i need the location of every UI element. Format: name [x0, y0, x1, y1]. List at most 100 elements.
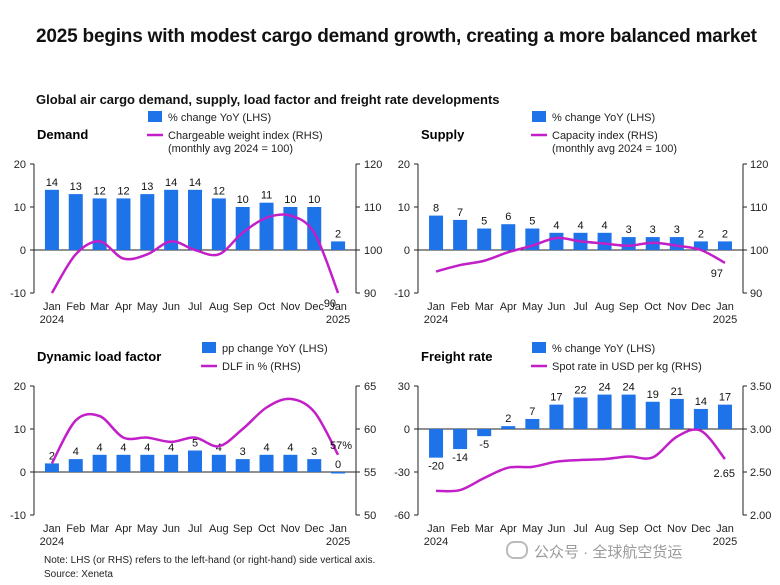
chart4-x-label: Jun — [548, 523, 566, 535]
chart2-bar — [669, 237, 684, 250]
chart1-line-end-label: 90 — [324, 298, 336, 310]
chart3-bar — [92, 454, 107, 472]
chart3-x-label: Jan 2024 — [40, 523, 64, 548]
chart4-bar — [477, 429, 492, 437]
chart2-bar — [549, 232, 564, 250]
chart4-x-label: Dec — [691, 523, 711, 535]
chart1-title: Demand — [37, 127, 88, 142]
chart3-x-label: Sep — [233, 523, 253, 535]
chart4-bar — [501, 426, 516, 429]
chart3-bar — [140, 454, 155, 472]
chart4-x-label: Oct — [644, 523, 661, 535]
chart2-bar — [621, 237, 636, 250]
chart3-x-label: Nov — [281, 523, 301, 535]
chart1-bar-label: 13 — [141, 181, 153, 193]
source-note: Source: Xeneta — [44, 569, 113, 580]
chart4-bar — [453, 429, 468, 450]
chart4-x-label: Mar — [475, 523, 494, 535]
chart3-left-tick-label: 0 — [20, 467, 26, 479]
chart1-bar-label: 12 — [213, 185, 225, 197]
chart4-bar-label: -14 — [452, 452, 468, 464]
chart3-right-tick-label: 50 — [364, 510, 376, 522]
chart2-x-label: Dec — [691, 301, 711, 313]
chart2-x-label: Apr — [500, 301, 517, 313]
chart4-bar-label: 17 — [719, 392, 731, 404]
chart1-x-label: Mar — [90, 301, 109, 313]
chart2-bar — [501, 224, 516, 250]
chart2-bar-label: 4 — [602, 220, 608, 232]
chart1-bar — [164, 189, 179, 250]
chart4-bar — [525, 418, 540, 429]
chart4-bar-label: 22 — [574, 384, 586, 396]
chart4-bar-label: 2 — [505, 413, 511, 425]
chart4-right-tick-label: 2.50 — [750, 467, 771, 479]
chart2-x-label: Jan 2024 — [424, 301, 448, 326]
chart4-left-tick-label: -60 — [394, 510, 410, 522]
chart2-bar — [597, 232, 612, 250]
chart4-bar-label: 24 — [623, 382, 635, 394]
chart1-bar-label: 11 — [261, 190, 272, 202]
chart2-bar — [429, 215, 444, 250]
chart3-legend-bar-swatch — [202, 342, 216, 353]
chart2-x-label: Oct — [644, 301, 661, 313]
chart3-bar-label: 4 — [120, 442, 126, 454]
chart3-bar — [211, 454, 226, 472]
chart2-right-tick-label: 90 — [750, 288, 762, 300]
chart1-bar — [188, 189, 202, 250]
chart3-x-label: Apr — [115, 523, 132, 535]
chart3-bar — [259, 454, 274, 472]
chart4-bar — [597, 394, 612, 429]
chart4-line-end-label: 2.65 — [714, 468, 735, 480]
chart3-left-tick-label: 20 — [14, 381, 26, 393]
chart1-x-label: Aug — [209, 301, 229, 313]
chart3-left-tick-label: -10 — [10, 510, 26, 522]
chart1-bar — [331, 241, 346, 250]
chart4-legend-bar-label: % change YoY (LHS) — [552, 343, 655, 355]
chart2-legend-bar-swatch — [532, 111, 546, 122]
chart1-right-tick-label: 120 — [364, 159, 382, 171]
chart2-x-label: Nov — [667, 301, 687, 313]
chart3-bar — [68, 459, 83, 472]
chart1-bar-label: 12 — [117, 185, 129, 197]
chart4-x-label: Jan 2025 — [713, 523, 737, 548]
chart2-bar-label: 2 — [722, 228, 728, 240]
chart2-legend-line-label: Capacity index (RHS) (monthly avg 2024 = … — [552, 130, 677, 155]
chart3-bar — [307, 459, 322, 472]
chart1-line-series — [50, 213, 340, 294]
chart1-left-tick-label: 20 — [14, 159, 26, 171]
chart4-right-tick-label: 3.50 — [750, 381, 771, 393]
chart3-bar-label: 4 — [287, 442, 293, 454]
chart4-bar-label: 7 — [529, 406, 535, 418]
chart4-bar-label: 21 — [671, 386, 683, 398]
chart2-line-series — [435, 236, 726, 273]
chart2-bar-label: 5 — [481, 216, 487, 228]
chart3-bar-label: 3 — [311, 446, 317, 458]
chart2-x-label: Feb — [451, 301, 470, 313]
chart1-x-label: Feb — [66, 301, 85, 313]
chart3-line-series — [50, 397, 340, 465]
chart2-x-label: Aug — [595, 301, 615, 313]
chart1-bar — [259, 202, 274, 250]
chart4-x-label: Aug — [595, 523, 615, 535]
chart2-x-label: Mar — [475, 301, 494, 313]
chart4-x-label: Sep — [619, 523, 639, 535]
chart2-x-label: Sep — [619, 301, 639, 313]
chart4-right-tick-label: 2.00 — [750, 510, 771, 522]
chart3-x-label: May — [137, 523, 158, 535]
chart2-title: Supply — [421, 127, 465, 142]
chart3-line-end-label: 57% — [330, 440, 352, 452]
chart2-bar-label: 5 — [529, 216, 535, 228]
chart4-bar-label: 19 — [647, 389, 659, 401]
chart2-bar-label: 3 — [650, 224, 656, 236]
chart1-legend-bar-label: % change YoY (LHS) — [168, 112, 271, 124]
chart2-legend-bar-label: % change YoY (LHS) — [552, 112, 655, 124]
chart3-bar — [188, 450, 202, 472]
watermark-text: 公众号 · 全球航空货运 — [534, 544, 683, 561]
chart1-x-label: Oct — [258, 301, 275, 313]
chart3-legend-bar-label: pp change YoY (LHS) — [222, 343, 328, 355]
chart1-bar — [211, 198, 226, 250]
chart3-bar — [44, 463, 59, 472]
chart3-x-label: Jun — [162, 523, 180, 535]
chart1-legend-bar-swatch — [148, 111, 162, 122]
